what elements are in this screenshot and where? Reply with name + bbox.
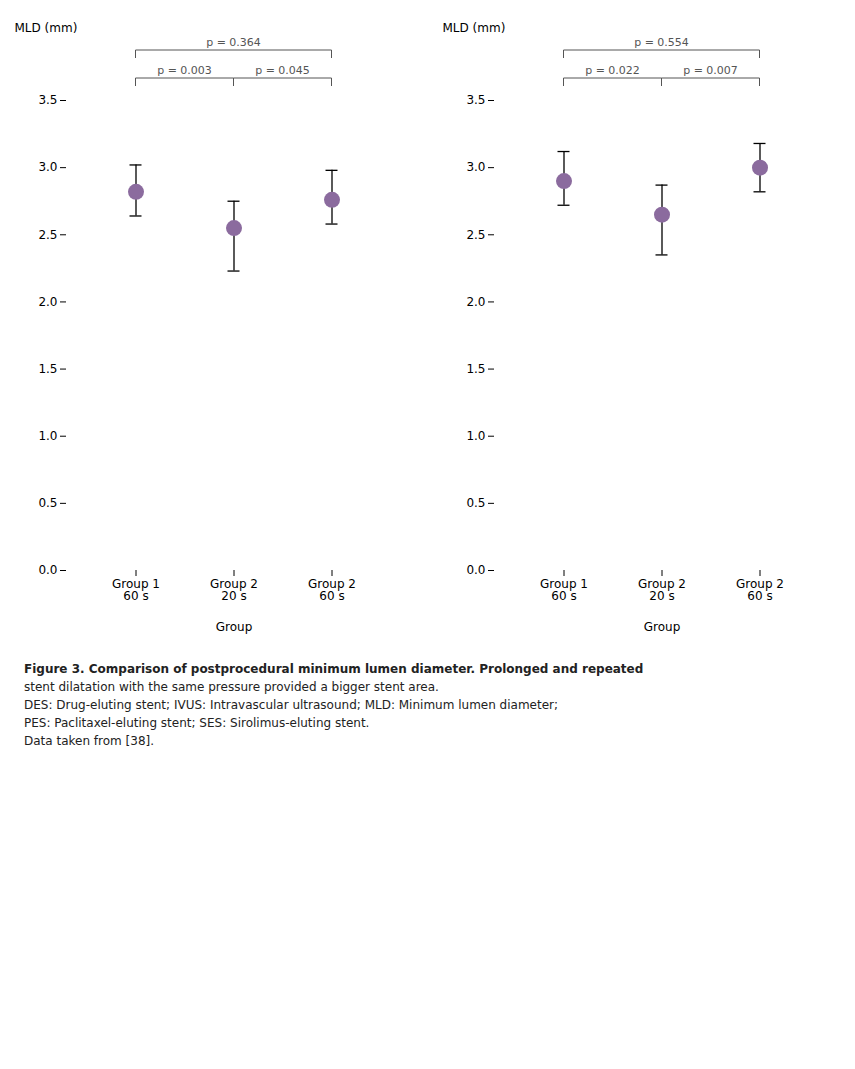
svg-text:Group 160 s: Group 160 s <box>540 577 588 603</box>
svg-text:Group: Group <box>216 620 253 634</box>
svg-text:1.0: 1.0 <box>39 429 58 443</box>
svg-text:Group 220 s: Group 220 s <box>210 577 258 603</box>
html-text:DES: Drug-eluting stent; IVUS:: DES: Drug-eluting stent; IVUS: Intravasc… <box>24 698 559 712</box>
svg-text:Group 260 s: Group 260 s <box>308 577 356 603</box>
svg-text:p = 0.022: p = 0.022 <box>585 64 640 77</box>
svg-text:Group 160 s: Group 160 s <box>112 577 160 603</box>
svg-text:2.5: 2.5 <box>39 228 58 242</box>
svg-text:p = 0.364: p = 0.364 <box>206 36 261 49</box>
svg-text:2.0: 2.0 <box>466 295 485 309</box>
svg-text:0.0: 0.0 <box>466 563 485 577</box>
svg-text:MLD (mm): MLD (mm) <box>442 21 505 35</box>
svg-text:3.0: 3.0 <box>39 160 58 174</box>
svg-text:0.5: 0.5 <box>39 496 58 510</box>
svg-text:3.5: 3.5 <box>39 93 58 107</box>
svg-text:Group 260 s: Group 260 s <box>736 577 784 603</box>
svg-text:1.0: 1.0 <box>466 429 485 443</box>
html-text:stent dilatation with the same: stent dilatation with the same pressure … <box>24 680 439 694</box>
svg-text:Group: Group <box>643 620 680 634</box>
svg-text:3.5: 3.5 <box>466 93 485 107</box>
svg-text:2.0: 2.0 <box>39 295 58 309</box>
html-text:Figure 3. Comparison of postpr: Figure 3. Comparison of postprocedural m… <box>24 662 644 676</box>
svg-text:0.5: 0.5 <box>466 496 485 510</box>
svg-text:0.0: 0.0 <box>39 563 58 577</box>
svg-text:p = 0.045: p = 0.045 <box>255 64 310 77</box>
svg-text:3.0: 3.0 <box>466 160 485 174</box>
html-text:Data taken from [38].: Data taken from [38]. <box>24 734 154 748</box>
svg-text:1.5: 1.5 <box>39 362 58 376</box>
html-text:PES: Paclitaxel-eluting stent;: PES: Paclitaxel-eluting stent; SES: Siro… <box>24 716 370 730</box>
svg-text:2.5: 2.5 <box>466 228 485 242</box>
svg-text:p = 0.554: p = 0.554 <box>634 36 689 49</box>
svg-text:p = 0.007: p = 0.007 <box>683 64 738 77</box>
svg-text:p = 0.003: p = 0.003 <box>157 64 212 77</box>
svg-text:Group 220 s: Group 220 s <box>638 577 686 603</box>
svg-text:MLD (mm): MLD (mm) <box>15 21 78 35</box>
svg-text:1.5: 1.5 <box>466 362 485 376</box>
